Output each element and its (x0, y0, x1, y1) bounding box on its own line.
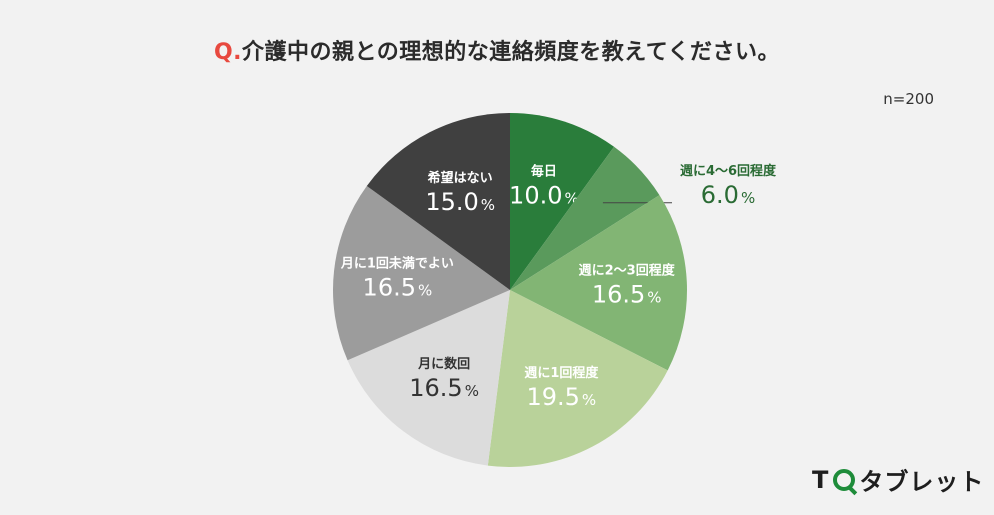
brand-logo: T タブレット (812, 462, 984, 497)
pie-slice (333, 185, 510, 361)
pie-slice (347, 290, 510, 466)
logo-t: T (812, 465, 830, 494)
slice-value: 16.5% (592, 280, 662, 308)
title-text: 介護中の親との理想的な連絡頻度を教えてください。 (242, 40, 781, 65)
pie-slice (487, 290, 668, 467)
slice-label: 週に4〜6回程度 (680, 163, 777, 179)
slice-label: 週に1回程度 (524, 365, 599, 381)
slice-value: 15.0% (425, 188, 495, 216)
sample-size: n=200 (883, 90, 934, 108)
chart-title: Q.介護中の親との理想的な連絡頻度を教えてください。 (0, 34, 994, 66)
logo-q-mark-icon (833, 468, 856, 491)
pie-slice (510, 113, 615, 290)
slice-value: 19.5% (526, 383, 596, 411)
title-q-prefix: Q. (213, 40, 243, 65)
slice-label: 月に数回 (417, 356, 470, 372)
slice-value: 16.5% (363, 274, 433, 302)
slice-value: 6.0% (701, 181, 755, 209)
logo-text: タブレット (859, 468, 985, 496)
pie-slice (510, 195, 687, 371)
pie-slice (366, 113, 510, 290)
slice-label: 毎日 (531, 164, 557, 180)
slice-value: 16.5% (409, 374, 479, 402)
pie-slice (510, 146, 660, 290)
slice-label: 週に2〜3回程度 (579, 262, 676, 278)
slice-label: 月に1回未満でよい (340, 256, 454, 272)
slice-label: 希望はない (428, 170, 493, 186)
